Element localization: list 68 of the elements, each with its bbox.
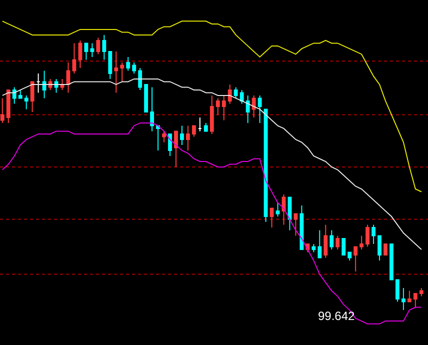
- candlestick: [264, 108, 268, 223]
- candlestick: [312, 244, 316, 253]
- candlestick: [276, 202, 280, 218]
- candlestick: [132, 62, 136, 74]
- candlestick: [222, 94, 226, 121]
- candlestick: [228, 84, 232, 104]
- candlestick: [240, 89, 244, 104]
- candlestick: [78, 40, 82, 68]
- candlestick: [413, 293, 418, 308]
- candlestick: [401, 288, 406, 311]
- candlestick: [204, 122, 208, 132]
- candlestick: [234, 86, 238, 99]
- candlestick: [258, 94, 262, 124]
- candlestick: [24, 94, 28, 110]
- candlestick: [192, 125, 196, 138]
- candlestick: [216, 98, 220, 116]
- candlestick: [246, 94, 250, 124]
- candlestick: [419, 288, 424, 297]
- candlestick: [354, 246, 358, 272]
- candlestick: [294, 213, 298, 236]
- candlestick: [96, 37, 100, 55]
- candlestick: [282, 194, 286, 226]
- candlestick: [360, 235, 364, 250]
- annotation: 99.642: [318, 309, 356, 323]
- candlestick: [126, 56, 130, 72]
- candlestick: [90, 42, 94, 58]
- candlestick: [198, 116, 202, 132]
- candlestick: [342, 238, 346, 256]
- candlestick: [270, 208, 274, 228]
- candlestick: [144, 84, 148, 112]
- candlestick: [30, 81, 34, 112]
- candlestick: [36, 72, 40, 94]
- candlestick: [288, 196, 292, 231]
- candlestick: [300, 205, 304, 250]
- candlestick: [407, 290, 412, 302]
- candlestick: [156, 125, 160, 151]
- candlestick: [102, 34, 106, 60]
- candlestick: [210, 94, 214, 134]
- candlestick: [18, 89, 22, 99]
- candlestick: [348, 252, 352, 262]
- candlestick: [378, 235, 382, 262]
- candlestick: [252, 94, 256, 118]
- candlestick: [372, 224, 376, 245]
- candlestick: [174, 130, 178, 168]
- candlestick: [66, 62, 70, 94]
- candlestick: [366, 224, 370, 248]
- candlestick: [168, 133, 172, 156]
- candlestick: [84, 42, 88, 60]
- candlestick: [42, 70, 46, 99]
- candlestick: [0, 98, 4, 124]
- candlestick: [108, 50, 112, 80]
- candlestick: [330, 230, 334, 250]
- candlestick: [138, 67, 142, 90]
- candlestick: [120, 62, 124, 82]
- candlestick: [72, 42, 76, 74]
- candlestick: [390, 244, 394, 280]
- candlestick: [6, 89, 10, 124]
- candlestick: [162, 130, 166, 143]
- candlestick: [324, 224, 328, 258]
- candlestick: [336, 235, 340, 250]
- candlestick: [150, 86, 154, 132]
- candlestick: [114, 50, 118, 94]
- candlestick: [396, 279, 400, 302]
- candlestick: [186, 125, 190, 151]
- candlestick: [12, 86, 16, 104]
- candlestick: [318, 230, 322, 258]
- candlestick: [384, 244, 388, 256]
- candlestick: [180, 125, 184, 146]
